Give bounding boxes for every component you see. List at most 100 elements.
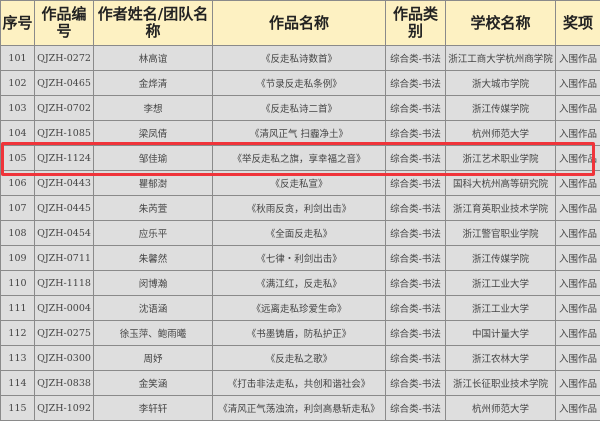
col-category-cell: 综合类-书法 (386, 321, 446, 346)
col-author-cell: 李想 (94, 96, 213, 121)
col-work-id-cell: QJZH-0004 (35, 296, 94, 321)
col-work-id-cell: QJZH-0454 (35, 221, 94, 246)
col-category-cell: 综合类-书法 (386, 246, 446, 271)
col-award-cell: 入围作品 (556, 221, 600, 246)
col-award-cell: 入围作品 (556, 46, 600, 71)
col-category-cell: 综合类-书法 (386, 221, 446, 246)
col-category-header: 作品类别 (386, 1, 446, 46)
col-index-cell: 115 (1, 396, 35, 421)
col-work-id-cell: QJZH-1085 (35, 121, 94, 146)
col-work-title-header: 作品名称 (213, 1, 386, 46)
col-award-cell: 入围作品 (556, 146, 600, 171)
col-work-title-cell: 《节录反走私条例》 (213, 71, 386, 96)
col-work-id-cell: QJZH-0272 (35, 46, 94, 71)
col-author-cell: 徐玉萍、鲍雨曦 (94, 321, 213, 346)
col-index-cell: 108 (1, 221, 35, 246)
col-award-cell: 入围作品 (556, 246, 600, 271)
col-author-cell: 邹佳瑜 (94, 146, 213, 171)
col-school-cell: 国科大杭州高等研究院 (446, 171, 556, 196)
col-author-header: 作者姓名/团队名称 (94, 1, 213, 46)
col-award-cell: 入围作品 (556, 396, 600, 421)
col-school-header: 学校名称 (446, 1, 556, 46)
col-index-cell: 110 (1, 271, 35, 296)
col-award-cell: 入围作品 (556, 296, 600, 321)
col-award-cell: 入围作品 (556, 96, 600, 121)
col-work-title-cell: 《清风正气 扫霾净土》 (213, 121, 386, 146)
col-category-cell: 综合类-书法 (386, 296, 446, 321)
col-author-cell: 闵博瀚 (94, 271, 213, 296)
col-award-cell: 入围作品 (556, 196, 600, 221)
col-index-cell: 107 (1, 196, 35, 221)
col-work-title-cell: 《远离走私珍爱生命》 (213, 296, 386, 321)
col-school-cell: 浙江长征职业技术学院 (446, 371, 556, 396)
col-category-cell: 综合类-书法 (386, 271, 446, 296)
col-school-cell: 杭州师范大学 (446, 121, 556, 146)
col-author-cell: 周妤 (94, 346, 213, 371)
col-work-id-cell: QJZH-0300 (35, 346, 94, 371)
col-work-id-cell: QJZH-0275 (35, 321, 94, 346)
col-index-cell: 101 (1, 46, 35, 71)
col-category-cell: 综合类-书法 (386, 146, 446, 171)
col-category-cell: 综合类-书法 (386, 371, 446, 396)
col-author-cell: 瞿郁澍 (94, 171, 213, 196)
col-work-id-cell: QJZH-0465 (35, 71, 94, 96)
col-category-cell: 综合类-书法 (386, 96, 446, 121)
col-school-cell: 浙江农林大学 (446, 346, 556, 371)
col-work-title-cell: 《举反走私之旗，享幸福之音》 (213, 146, 386, 171)
col-author-cell: 金笑涵 (94, 371, 213, 396)
col-work-id-cell: QJZH-0702 (35, 96, 94, 121)
col-work-title-cell: 《全面反走私》 (213, 221, 386, 246)
col-index-cell: 106 (1, 171, 35, 196)
header-row: 序号作品编号作者姓名/团队名称作品名称作品类别学校名称奖项 (1, 1, 600, 46)
col-school-cell: 浙江警官职业学院 (446, 221, 556, 246)
col-school-cell: 杭州师范大学 (446, 396, 556, 421)
col-work-title-cell: 《满江红，反走私》 (213, 271, 386, 296)
col-index-cell: 102 (1, 71, 35, 96)
col-category-cell: 综合类-书法 (386, 396, 446, 421)
col-work-title-cell: 《反走私诗二首》 (213, 96, 386, 121)
col-award-cell: 入围作品 (556, 121, 600, 146)
col-school-cell: 浙江艺术职业学院 (446, 146, 556, 171)
col-category-cell: 综合类-书法 (386, 346, 446, 371)
col-work-title-cell: 《打击非法走私，共创和谐社会》 (213, 371, 386, 396)
col-work-id-cell: QJZH-1092 (35, 396, 94, 421)
col-index-cell: 104 (1, 121, 35, 146)
col-author-cell: 梁凤倩 (94, 121, 213, 146)
col-work-title-cell: 《清风正气荡浊流，利剑高悬斩走私》 (213, 396, 386, 421)
col-index-cell: 113 (1, 346, 35, 371)
col-work-title-cell: 《秋雨反贪，利剑出击》 (213, 196, 386, 221)
col-award-cell: 入围作品 (556, 171, 600, 196)
col-author-cell: 朱芮萱 (94, 196, 213, 221)
col-award-cell: 入围作品 (556, 271, 600, 296)
col-work-title-cell: 《书墨铸盾，防私护正》 (213, 321, 386, 346)
col-award-cell: 入围作品 (556, 71, 600, 96)
col-school-cell: 浙江传媒学院 (446, 96, 556, 121)
col-work-id-header: 作品编号 (35, 1, 94, 46)
col-school-cell: 浙大城市学院 (446, 71, 556, 96)
col-work-title-cell: 《反走私宣》 (213, 171, 386, 196)
col-category-cell: 综合类-书法 (386, 71, 446, 96)
col-work-id-cell: QJZH-0711 (35, 246, 94, 271)
col-work-title-cell: 《反走私诗数首》 (213, 46, 386, 71)
col-index-cell: 103 (1, 96, 35, 121)
col-work-title-cell: 《七律・利剑出击》 (213, 246, 386, 271)
col-school-cell: 浙江工商大学杭州商学院 (446, 46, 556, 71)
col-school-cell: 浙江工业大学 (446, 296, 556, 321)
col-work-title-cell: 《反走私之歌》 (213, 346, 386, 371)
col-school-cell: 浙江育英职业技术学院 (446, 196, 556, 221)
col-author-cell: 林高谊 (94, 46, 213, 71)
col-work-id-cell: QJZH-0838 (35, 371, 94, 396)
col-award-cell: 入围作品 (556, 346, 600, 371)
col-index-cell: 105 (1, 146, 35, 171)
